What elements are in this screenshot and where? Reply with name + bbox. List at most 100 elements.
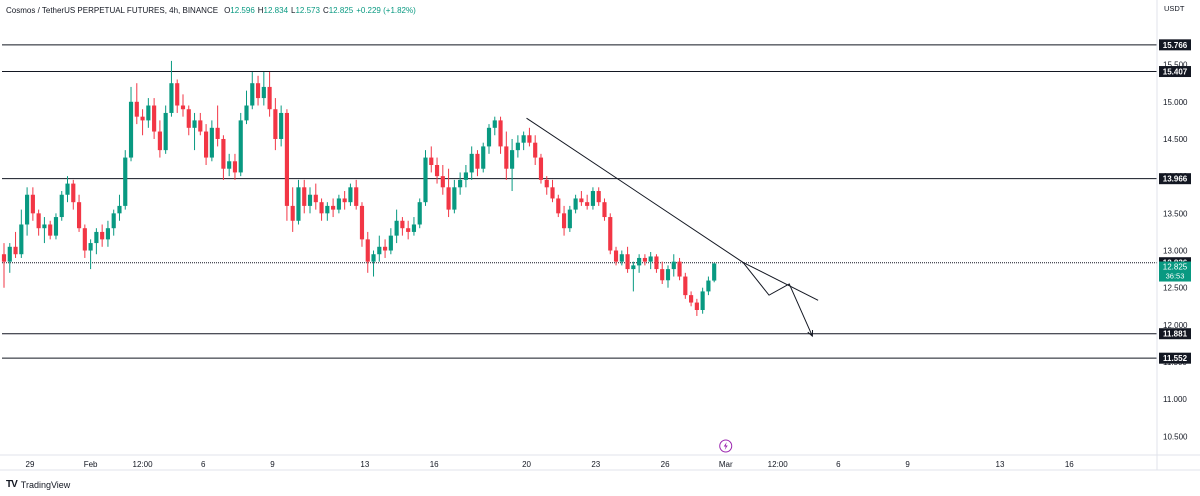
candle-body: [463, 172, 468, 180]
ohlc-high: H12.834: [257, 6, 289, 15]
candle-body: [307, 194, 313, 206]
tradingview-brand[interactable]: TV TradingView: [6, 478, 70, 492]
price-labels: 15.76615.40713.96612.83611.88111.55212.8…: [1159, 39, 1191, 364]
candle-body: [134, 101, 139, 117]
trendline-drawings: [526, 117, 819, 338]
candle-body: [59, 194, 64, 218]
candle-body: [475, 153, 480, 169]
price-change: +0.229 (+1.82%): [356, 6, 416, 15]
y-tick-label: 13.000: [1163, 247, 1188, 256]
candle-body: [169, 83, 174, 113]
candle-body: [625, 254, 630, 270]
x-tick-label: Mar: [719, 460, 733, 469]
x-tick-label: 16: [1065, 460, 1074, 469]
event-marker[interactable]: [719, 439, 733, 453]
candle-body: [313, 194, 318, 203]
horizontal-levels: [2, 44, 1157, 359]
candle-body: [671, 261, 676, 270]
candle-body: [76, 202, 82, 229]
candle-body: [510, 150, 515, 169]
ohlc-open: O12.596: [224, 6, 255, 15]
candle-body: [140, 116, 145, 121]
y-tick-label: 15.500: [1163, 61, 1188, 70]
x-tick-label: 6: [201, 460, 206, 469]
x-tick-label: 6: [836, 460, 841, 469]
candle-body: [521, 135, 526, 143]
candle-body: [469, 153, 474, 173]
candle-body: [36, 213, 41, 229]
candle-body: [279, 112, 284, 139]
candle-body: [423, 157, 428, 203]
candle-body: [94, 231, 99, 244]
level-label-bg: [1159, 39, 1191, 51]
candle-body: [527, 135, 532, 143]
candle-body: [394, 220, 399, 236]
candle-body: [700, 291, 705, 310]
x-tick-label: 16: [430, 460, 439, 469]
symbol-title[interactable]: Cosmos / TetherUS PERPETUAL FUTURES, 4h,…: [6, 6, 219, 15]
candle-body: [504, 146, 509, 169]
candle-body: [689, 295, 694, 303]
candle-body: [619, 254, 624, 262]
candle-body: [261, 86, 266, 99]
candle-body: [157, 131, 162, 151]
candle-body: [71, 183, 76, 203]
candle-body: [250, 83, 255, 106]
candle-body: [388, 235, 393, 251]
candle-body: [417, 202, 422, 225]
candle-body: [434, 165, 440, 177]
candle-body: [105, 228, 111, 240]
x-tick-label: 12:00: [768, 460, 789, 469]
candle-body: [359, 205, 365, 240]
y-tick-label: 10.500: [1163, 432, 1188, 441]
candle-body: [331, 205, 336, 210]
x-tick-label: 9: [270, 460, 275, 469]
candles: [1, 60, 717, 316]
candle-body: [175, 83, 180, 106]
candle-body: [660, 269, 665, 281]
candle-body: [7, 246, 12, 262]
candle-body: [123, 157, 128, 206]
candle-body: [602, 202, 607, 218]
candle-body: [302, 187, 307, 206]
candle-body: [556, 198, 561, 214]
candle-body: [180, 105, 186, 110]
candle-body: [53, 217, 59, 236]
currency-label[interactable]: USDT: [1164, 4, 1185, 13]
candle-body: [204, 131, 209, 158]
candle-body: [631, 265, 636, 270]
projection-arrowhead: [807, 330, 814, 338]
candle-body: [400, 220, 405, 229]
candle-body: [458, 179, 463, 188]
candle-body: [100, 231, 105, 240]
candle-body: [232, 161, 238, 173]
y-tick-label: 12.000: [1163, 321, 1188, 330]
candle-body: [371, 254, 376, 262]
candle-body: [665, 269, 671, 281]
symbol-legend[interactable]: Cosmos / TetherUS PERPETUAL FUTURES, 4h,…: [6, 4, 416, 18]
candle-body: [65, 183, 70, 195]
candle-body: [163, 112, 168, 151]
candle-body: [25, 194, 30, 225]
candle-body: [573, 198, 578, 210]
projection-path: [742, 262, 813, 337]
candle-body: [590, 191, 596, 206]
candle-body: [481, 146, 486, 169]
candle-body: [19, 224, 24, 255]
y-tick-label: 13.500: [1163, 209, 1188, 218]
candle-body: [336, 198, 341, 210]
candle-body: [648, 256, 653, 262]
candle-body: [642, 257, 647, 262]
current-price-label: 12.825: [1163, 263, 1188, 272]
tradingview-logo-icon: TV: [6, 479, 18, 490]
candle-body: [238, 120, 243, 173]
candle-body: [585, 202, 590, 206]
time-axis[interactable]: 29 Feb 12:00 6 9 13 16 20 23 26 Mar 12:00 6 9 13 16: [0, 454, 1200, 471]
candle-body: [146, 105, 151, 121]
candle-body: [538, 157, 544, 180]
candle-body: [446, 187, 451, 210]
candle-body: [198, 120, 203, 132]
candle-body: [296, 187, 301, 221]
